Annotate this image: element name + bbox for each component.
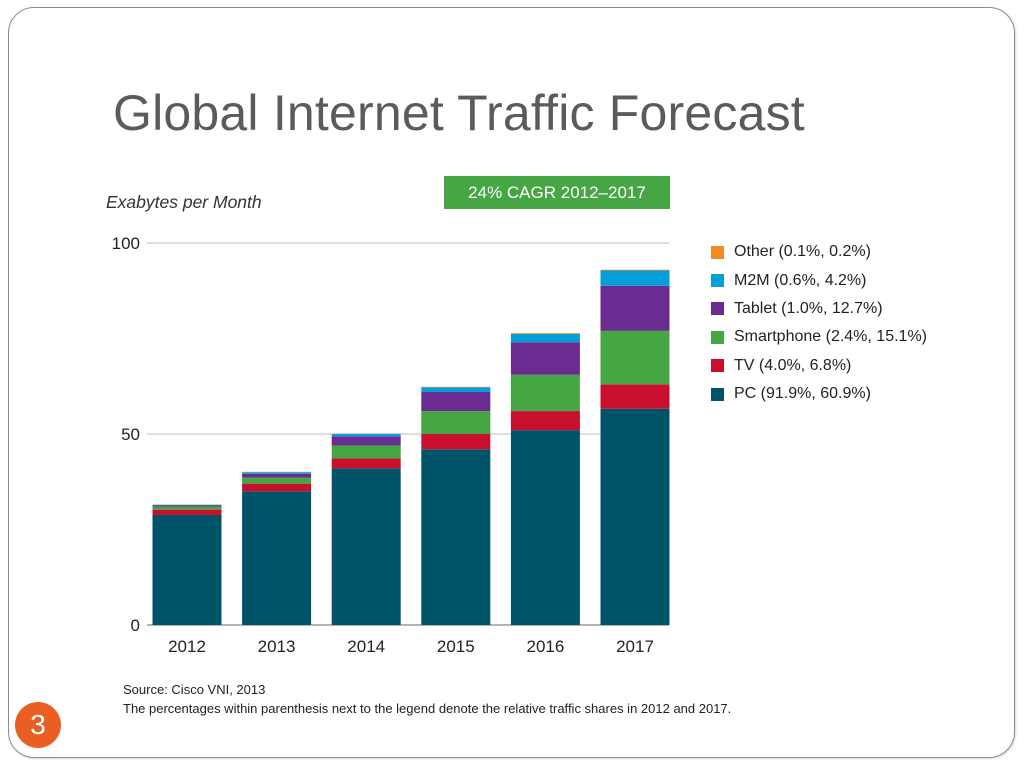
legend-swatch [711, 330, 724, 344]
bar-segment-2014 [331, 434, 401, 437]
bar-segment-2015 [421, 391, 491, 412]
legend-label: PC (91.9%, 60.9%) [734, 385, 871, 403]
bar-segment-2013 [242, 491, 312, 625]
bar-segment-2012 [152, 514, 222, 625]
bar-segment-2017 [600, 330, 670, 385]
bar-segment-2015 [421, 411, 491, 434]
legend-swatch [711, 245, 724, 259]
bar-segment-2017 [600, 270, 670, 286]
legend-swatch [711, 359, 724, 373]
legend-item: TV (4.0%, 6.8%) [711, 352, 927, 380]
bar-segment-2015 [421, 434, 491, 450]
bar-segment-2017 [600, 408, 670, 625]
x-tick-label: 2016 [526, 637, 564, 656]
legend-swatch [711, 302, 724, 316]
footnote-text: The percentages within parenthesis next … [123, 701, 732, 716]
x-tick-label: 2017 [616, 637, 654, 656]
legend-item: Smartphone (2.4%, 15.1%) [711, 323, 927, 351]
x-tick-label: 2013 [258, 637, 296, 656]
legend-label: Smartphone (2.4%, 15.1%) [734, 328, 927, 346]
x-tick-label: 2012 [168, 637, 206, 656]
chart-source-note: Source: Cisco VNI, 2013 The percentages … [123, 680, 731, 718]
bar-segment-2016 [510, 374, 580, 412]
legend-swatch [711, 387, 724, 401]
legend-item: M2M (0.6%, 4.2%) [711, 266, 927, 294]
legend-label: Other (0.1%, 0.2%) [734, 243, 871, 261]
bar-segment-2013 [242, 473, 312, 478]
y-tick-label: 0 [131, 616, 140, 635]
bar-segment-2014 [331, 445, 401, 459]
bar-segment-2015 [421, 386, 491, 388]
bar-segment-2015 [421, 387, 491, 392]
bar-segment-2014 [331, 468, 401, 625]
bar-segment-2017 [600, 285, 670, 331]
bar-segment-2013 [242, 472, 312, 474]
bar-segment-2012 [152, 504, 222, 506]
legend-label: Tablet (1.0%, 12.7%) [734, 299, 883, 317]
source-text: Source: Cisco VNI, 2013 [123, 682, 266, 697]
bar-segment-2016 [510, 411, 580, 431]
bar-segment-2013 [242, 477, 312, 484]
bar-segment-2015 [421, 449, 491, 625]
bar-segment-2012 [152, 505, 222, 507]
legend-item: PC (91.9%, 60.9%) [711, 380, 927, 408]
legend-label: TV (4.0%, 6.8%) [734, 356, 852, 374]
bar-segment-2014 [331, 436, 401, 446]
legend-item: Tablet (1.0%, 12.7%) [711, 295, 927, 323]
bar-segment-2017 [600, 269, 670, 271]
bar-segment-2016 [510, 342, 580, 375]
y-tick-label: 50 [121, 425, 140, 444]
x-tick-label: 2015 [437, 637, 475, 656]
y-axis-label: Exabytes per Month [106, 192, 262, 212]
bar-segment-2017 [600, 384, 670, 409]
legend-label: M2M (0.6%, 4.2%) [734, 271, 867, 289]
bar-segment-2012 [152, 506, 222, 510]
slide-frame [8, 7, 1015, 758]
chart-legend: Other (0.1%, 0.2%) M2M (0.6%, 4.2%) Tablet… [711, 238, 927, 408]
bar-segment-2013 [242, 483, 312, 492]
x-tick-label: 2014 [347, 637, 385, 656]
bar-segment-2014 [331, 458, 401, 469]
slide-title: Global Internet Traffic Forecast [113, 85, 805, 141]
bar-segment-2016 [510, 333, 580, 334]
page-number-badge: 3 [15, 702, 61, 748]
bar-segment-2016 [510, 430, 580, 625]
cagr-badge: 24% CAGR 2012–2017 [444, 176, 670, 209]
bar-segment-2016 [510, 333, 580, 343]
legend-swatch [711, 274, 724, 288]
legend-item: Other (0.1%, 0.2%) [711, 238, 927, 266]
bar-segment-2012 [152, 509, 222, 515]
y-tick-label: 100 [112, 234, 140, 253]
